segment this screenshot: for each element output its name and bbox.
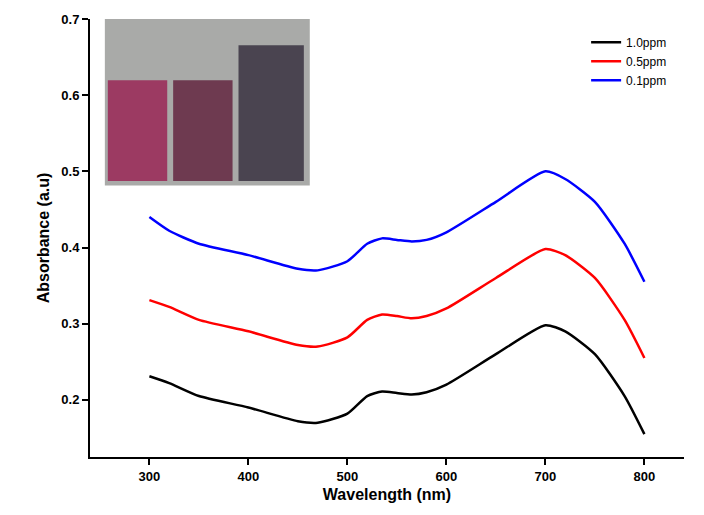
- svg-text:400: 400: [238, 469, 260, 484]
- svg-text:800: 800: [634, 469, 656, 484]
- svg-text:700: 700: [535, 469, 557, 484]
- svg-text:0.6: 0.6: [61, 88, 79, 103]
- svg-text:500: 500: [337, 469, 359, 484]
- svg-text:300: 300: [139, 469, 161, 484]
- svg-text:1.0ppm: 1.0ppm: [626, 36, 666, 50]
- svg-text:0.5: 0.5: [61, 164, 79, 179]
- svg-text:0.4: 0.4: [61, 240, 80, 255]
- svg-text:0.3: 0.3: [61, 316, 79, 331]
- svg-text:0.1ppm: 0.1ppm: [626, 74, 666, 88]
- svg-text:0.2: 0.2: [61, 392, 79, 407]
- svg-text:Wavelength (nm): Wavelength (nm): [323, 486, 451, 503]
- svg-text:600: 600: [436, 469, 458, 484]
- svg-text:Absorbance (a.u): Absorbance (a.u): [35, 173, 52, 304]
- svg-text:0.7: 0.7: [61, 12, 79, 27]
- svg-text:0.5ppm: 0.5ppm: [626, 55, 666, 69]
